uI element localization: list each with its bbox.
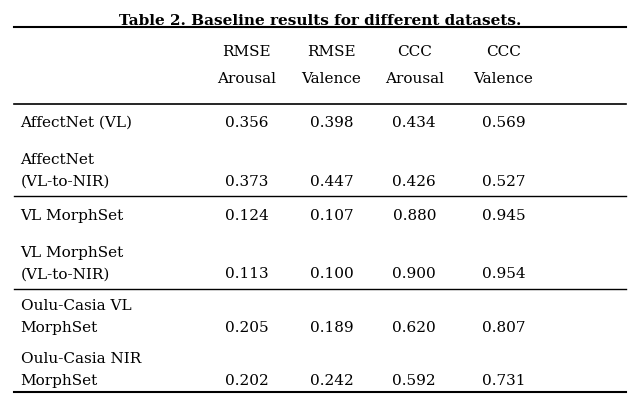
- Text: 0.242: 0.242: [310, 374, 353, 388]
- Text: 0.900: 0.900: [392, 267, 436, 281]
- Text: 0.107: 0.107: [310, 209, 353, 222]
- Text: 0.373: 0.373: [225, 175, 268, 189]
- Text: 0.880: 0.880: [392, 209, 436, 222]
- Text: CCC: CCC: [397, 45, 432, 59]
- Text: 0.569: 0.569: [482, 116, 525, 130]
- Text: 0.954: 0.954: [482, 267, 525, 281]
- Text: VL MorphSet: VL MorphSet: [20, 209, 124, 222]
- Text: 0.426: 0.426: [392, 175, 436, 189]
- Text: AffectNet (VL): AffectNet (VL): [20, 116, 132, 130]
- Text: 0.592: 0.592: [392, 374, 436, 388]
- Text: 0.398: 0.398: [310, 116, 353, 130]
- Text: Arousal: Arousal: [385, 72, 444, 86]
- Text: RMSE: RMSE: [223, 45, 271, 59]
- Text: 0.620: 0.620: [392, 321, 436, 335]
- Text: VL MorphSet: VL MorphSet: [20, 246, 124, 260]
- Text: Arousal: Arousal: [217, 72, 276, 86]
- Text: 0.356: 0.356: [225, 116, 268, 130]
- Text: 0.113: 0.113: [225, 267, 269, 281]
- Text: Oulu-Casia VL: Oulu-Casia VL: [20, 299, 131, 313]
- Text: Table 2. Baseline results for different datasets.: Table 2. Baseline results for different …: [119, 14, 521, 28]
- Text: RMSE: RMSE: [307, 45, 356, 59]
- Text: MorphSet: MorphSet: [20, 321, 98, 335]
- Text: CCC: CCC: [486, 45, 521, 59]
- Text: 0.527: 0.527: [482, 175, 525, 189]
- Text: 0.731: 0.731: [482, 374, 525, 388]
- Text: 0.189: 0.189: [310, 321, 353, 335]
- Text: 0.447: 0.447: [310, 175, 353, 189]
- Text: AffectNet: AffectNet: [20, 153, 95, 167]
- Text: MorphSet: MorphSet: [20, 374, 98, 388]
- Text: Valence: Valence: [474, 72, 534, 86]
- Text: 0.124: 0.124: [225, 209, 269, 222]
- Text: 0.205: 0.205: [225, 321, 269, 335]
- Text: 0.100: 0.100: [310, 267, 353, 281]
- Text: 0.807: 0.807: [482, 321, 525, 335]
- Text: 0.434: 0.434: [392, 116, 436, 130]
- Text: 0.945: 0.945: [482, 209, 525, 222]
- Text: Valence: Valence: [301, 72, 362, 86]
- Text: 0.202: 0.202: [225, 374, 269, 388]
- Text: (VL-to-NIR): (VL-to-NIR): [20, 267, 110, 281]
- Text: Oulu-Casia NIR: Oulu-Casia NIR: [20, 353, 141, 367]
- Text: (VL-to-NIR): (VL-to-NIR): [20, 175, 110, 189]
